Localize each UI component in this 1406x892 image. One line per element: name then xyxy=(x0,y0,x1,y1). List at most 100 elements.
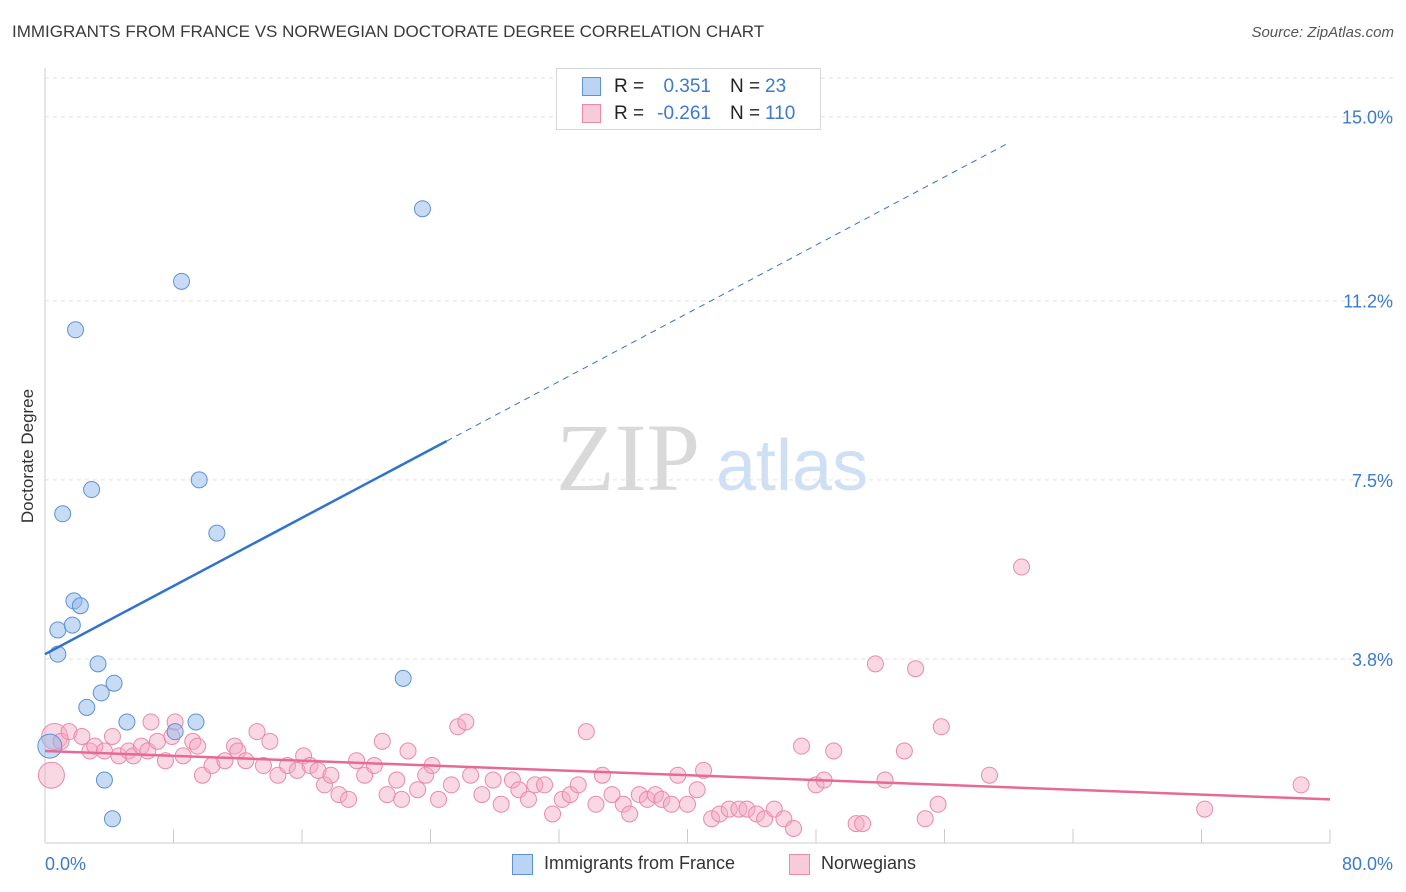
norwegians-point xyxy=(449,718,467,736)
norwegians-point xyxy=(322,766,340,784)
norwegians-swatch xyxy=(789,854,810,875)
france-swatch xyxy=(512,854,533,875)
axes xyxy=(44,68,1331,844)
france-point xyxy=(118,713,136,731)
norwegians-point xyxy=(95,742,113,760)
norwegians-point xyxy=(254,757,272,775)
norwegians-point xyxy=(544,805,562,823)
france-point xyxy=(208,524,226,542)
r-label: R = xyxy=(614,103,645,124)
y-tick-label: 3.8% xyxy=(1352,650,1393,670)
norwegians-point xyxy=(148,732,166,750)
france-point xyxy=(95,771,113,789)
norwegians-point xyxy=(462,766,480,784)
norwegians-point xyxy=(226,737,244,755)
france-point xyxy=(190,471,208,489)
legend-label: Norwegians xyxy=(821,853,917,873)
norwegians-point xyxy=(348,752,366,770)
chart-source: Source: ZipAtlas.com xyxy=(1251,24,1394,41)
france-point xyxy=(187,713,205,731)
norwegians-point xyxy=(929,795,947,813)
france-point xyxy=(89,655,107,673)
france-point xyxy=(83,481,101,499)
norwegians-point xyxy=(86,737,104,755)
norwegians-point xyxy=(103,727,121,745)
france-point xyxy=(67,321,85,339)
france-point xyxy=(63,616,81,634)
france-point xyxy=(78,698,96,716)
norwegians-point xyxy=(907,660,925,678)
norwegians-point xyxy=(793,737,811,755)
trend-lines xyxy=(44,142,1331,801)
france-point xyxy=(71,597,89,615)
legend-row-france: R = 0.351 N = 23 xyxy=(557,73,820,101)
norwegians-point xyxy=(430,790,448,808)
legend-row-norwegians: R = -0.261 N = 110 xyxy=(557,100,820,128)
n-label: N = xyxy=(730,76,761,97)
norwegians-point xyxy=(866,655,884,673)
norwegians-point xyxy=(748,805,766,823)
norwegians-point xyxy=(81,742,99,760)
france-point xyxy=(103,810,121,828)
norwegians-swatch xyxy=(582,104,601,123)
france-point xyxy=(92,684,110,702)
norwegians-point xyxy=(847,815,865,833)
france-point xyxy=(49,621,67,639)
norwegians-point xyxy=(142,713,160,731)
norwegians-point xyxy=(593,766,611,784)
r-value: -0.261 xyxy=(657,103,711,124)
norwegians-point xyxy=(484,771,502,789)
x-tick-label: 0.0% xyxy=(45,854,86,874)
france-points xyxy=(37,200,431,828)
norwegians-point xyxy=(184,732,202,750)
norwegians-point xyxy=(711,805,729,823)
norwegians-points xyxy=(37,558,1310,837)
norwegians-point xyxy=(695,761,713,779)
norwegians-point xyxy=(248,723,266,741)
norwegians-point xyxy=(388,771,406,789)
norwegians-point xyxy=(895,742,913,760)
norwegians-point xyxy=(679,795,696,813)
norwegians-point xyxy=(393,790,411,808)
norwegians-trend-line xyxy=(44,749,1331,801)
france-point xyxy=(37,733,63,759)
norwegians-point xyxy=(638,790,656,808)
norwegians-point xyxy=(1292,776,1310,794)
france-point xyxy=(166,723,184,741)
chart-title: IMMIGRANTS FROM FRANCE VS NORWEGIAN DOCT… xyxy=(12,22,765,41)
norwegians-point xyxy=(932,718,950,736)
grid-lines xyxy=(45,77,1393,660)
norwegians-point xyxy=(503,771,521,789)
n-value: 23 xyxy=(765,76,787,97)
correlation-legend: R = 0.351 N = 23 R = -0.261 N = 110 xyxy=(556,68,821,130)
norwegians-point xyxy=(409,781,427,799)
y-axis-label: Doctorate Degree xyxy=(18,389,37,523)
norwegians-point xyxy=(261,732,279,750)
norwegians-point xyxy=(526,776,544,794)
x-tick-label: 80.0% xyxy=(1342,854,1393,874)
norwegians-point xyxy=(492,795,510,813)
watermark-zip: ZIP xyxy=(556,404,700,511)
norwegians-point xyxy=(854,815,872,833)
series-legend: Immigrants from France Norwegians xyxy=(0,852,1406,878)
norwegians-point xyxy=(662,795,680,813)
y-tick-label: 11.2% xyxy=(1343,292,1393,312)
france-point xyxy=(173,272,191,290)
norwegians-point xyxy=(703,810,721,828)
norwegians-point xyxy=(378,786,396,804)
norwegians-point xyxy=(60,723,78,741)
norwegians-point xyxy=(587,795,605,813)
n-label: N = xyxy=(730,103,761,124)
france-point xyxy=(413,200,431,218)
norwegians-point xyxy=(315,776,333,794)
tick-labels: 3.8% 7.5% 11.2% 15.0% 0.0% 80.0% xyxy=(45,108,1393,874)
norwegians-point xyxy=(110,747,128,765)
norwegians-point xyxy=(473,786,491,804)
legend-label: Immigrants from France xyxy=(544,853,736,873)
norwegians-point xyxy=(189,737,207,755)
y-tick-label: 15.0% xyxy=(1342,108,1393,128)
norwegians-point xyxy=(340,790,358,808)
watermark-atlas: atlas xyxy=(716,426,868,506)
norwegians-point xyxy=(442,776,460,794)
